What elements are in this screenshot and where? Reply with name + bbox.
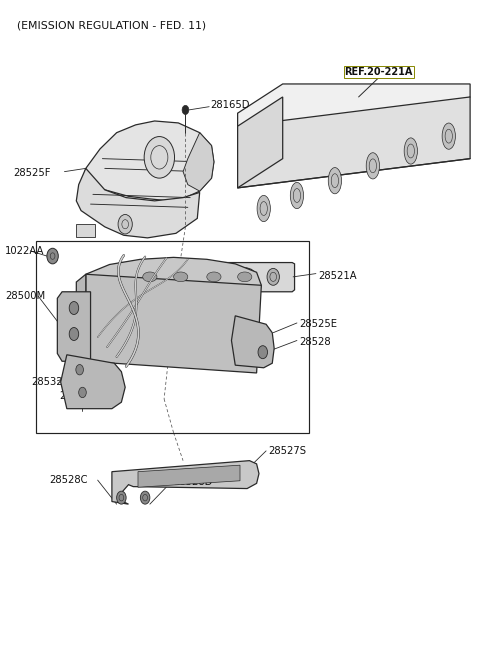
Circle shape [144, 136, 175, 178]
Ellipse shape [290, 182, 303, 209]
Circle shape [182, 105, 189, 115]
Circle shape [118, 214, 132, 234]
Ellipse shape [203, 268, 225, 286]
Polygon shape [231, 316, 274, 367]
Text: 28528C: 28528C [49, 475, 88, 485]
Text: 28532F: 28532F [60, 390, 97, 401]
Text: 28532F: 28532F [31, 377, 69, 387]
Circle shape [79, 387, 86, 398]
Text: 28525F: 28525F [13, 168, 51, 178]
Ellipse shape [442, 123, 456, 149]
Bar [36, 241, 309, 433]
Circle shape [267, 269, 279, 286]
Circle shape [140, 491, 150, 504]
Polygon shape [60, 355, 125, 409]
Circle shape [47, 248, 58, 264]
Circle shape [117, 491, 126, 504]
Ellipse shape [174, 272, 188, 282]
Text: 28525E: 28525E [300, 319, 337, 329]
Circle shape [69, 301, 79, 314]
Ellipse shape [138, 268, 161, 286]
Text: 28527S: 28527S [268, 446, 306, 456]
Text: 28500M: 28500M [5, 291, 45, 301]
Text: 28165D: 28165D [211, 100, 250, 111]
Ellipse shape [233, 268, 256, 286]
Polygon shape [238, 97, 283, 188]
Text: 28528D: 28528D [174, 477, 213, 487]
Polygon shape [76, 168, 200, 238]
Polygon shape [120, 263, 295, 291]
Polygon shape [238, 97, 470, 188]
Text: 1022AA: 1022AA [5, 246, 45, 256]
Ellipse shape [169, 268, 192, 286]
Text: REF.20-221A: REF.20-221A [344, 67, 413, 77]
Polygon shape [57, 291, 91, 362]
Polygon shape [86, 257, 261, 305]
Polygon shape [84, 121, 214, 201]
Ellipse shape [328, 168, 342, 194]
Polygon shape [76, 223, 96, 236]
Polygon shape [76, 274, 86, 367]
Circle shape [69, 328, 79, 341]
Ellipse shape [207, 272, 221, 282]
Ellipse shape [366, 153, 380, 179]
Polygon shape [86, 274, 261, 373]
Ellipse shape [143, 272, 157, 282]
Circle shape [258, 346, 267, 359]
Text: (EMISSION REGULATION - FED. 11): (EMISSION REGULATION - FED. 11) [17, 20, 206, 31]
Text: 28528: 28528 [300, 337, 331, 346]
Polygon shape [183, 133, 214, 191]
Polygon shape [138, 465, 240, 487]
Text: 28521A: 28521A [318, 271, 357, 280]
Polygon shape [238, 84, 470, 126]
Circle shape [76, 365, 84, 375]
Ellipse shape [257, 195, 270, 221]
Ellipse shape [238, 272, 252, 282]
Polygon shape [112, 460, 259, 504]
Ellipse shape [404, 138, 418, 164]
